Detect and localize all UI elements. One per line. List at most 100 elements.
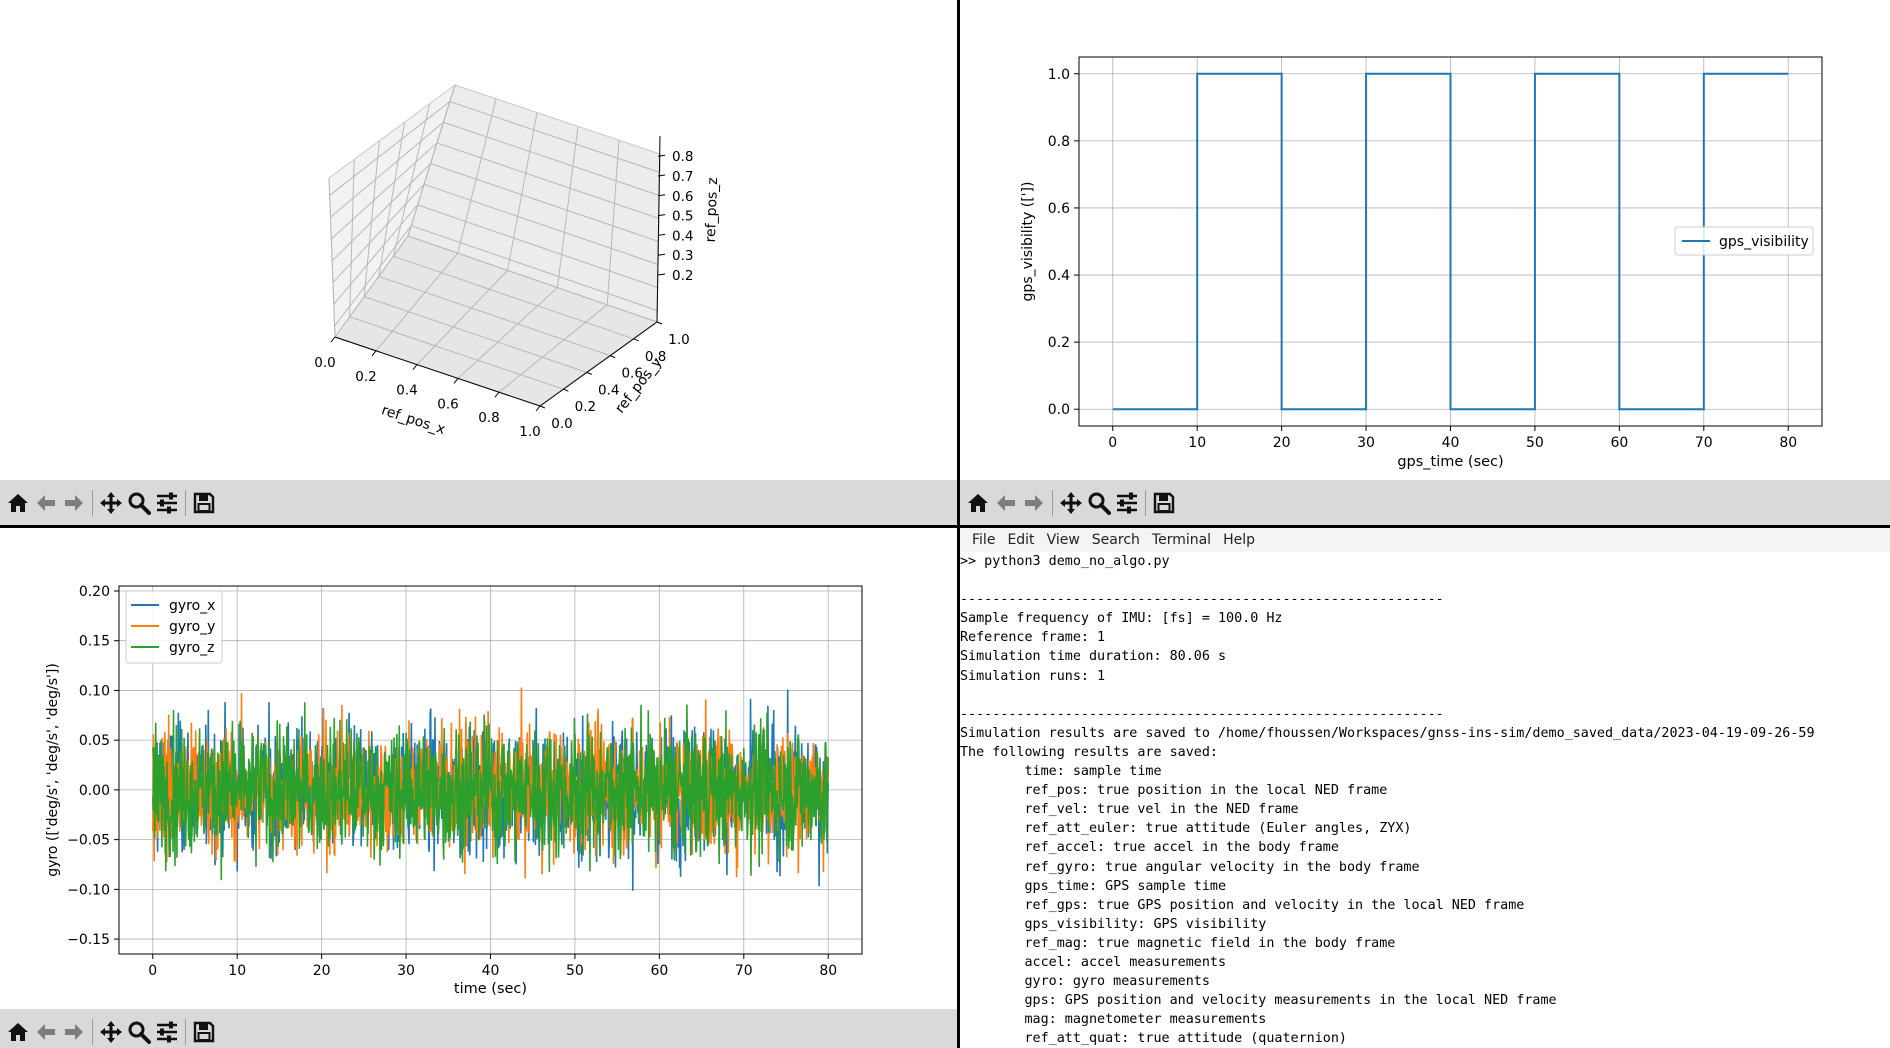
menu-terminal[interactable]: Terminal [1151, 532, 1212, 548]
terminal-line: Reference frame: 1 [960, 630, 1106, 646]
x-tick-label: 0.8 [478, 410, 499, 426]
y-tick-label: 1.0 [668, 332, 689, 348]
y-tick-label: −0.10 [67, 882, 110, 898]
terminal-line: gps_visibility: GPS visibility [960, 916, 1267, 932]
menu-edit[interactable]: Edit [1007, 532, 1035, 548]
z-axis-label: ref_pos_z [703, 177, 721, 243]
x-tick-label: 80 [819, 963, 837, 979]
x-tick-label: 0.2 [355, 369, 376, 385]
y-tick-label: 0.8 [1048, 134, 1070, 150]
terminal-line: Simulation runs: 1 [960, 668, 1106, 684]
chart-gyro[interactable]: 0 10 20 30 40 50 60 70 80 −0.15 −0.10 −0.05 0.00 0.05… [0, 528, 958, 1002]
pan-move-icon[interactable] [1057, 488, 1085, 518]
configure-sliders-icon[interactable] [153, 1017, 181, 1047]
back-arrow-icon[interactable] [32, 488, 60, 518]
terminal-line: >> python3 demo_no_algo.py [960, 554, 1170, 569]
z-tick-label: 0.4 [672, 228, 693, 244]
x-tick-label: 0.0 [314, 355, 335, 371]
series-line-gps_visibility [1112, 72, 1789, 411]
chart-gps-visibility[interactable]: 0 10 20 30 40 50 60 70 80 0.0 0.2 0.4 0.6 0.8 1.0 gps_t… [960, 0, 1890, 480]
save-disk-icon[interactable] [190, 488, 218, 518]
terminal-line: Sample frequency of IMU: [fs] = 100.0 Hz [960, 611, 1283, 627]
plot-3d-axes[interactable]: 0.00.00.20.20.4 0.40.60.60.80.81.01.00.20… [0, 0, 958, 480]
y-tick-label: 0.05 [79, 733, 110, 749]
y-tick-label: 0.4 [1048, 268, 1070, 284]
x-tick-label: 0 [148, 963, 157, 979]
terminal-menubar: File Edit View Search Terminal Help [960, 528, 1890, 552]
zoom-magnifier-icon[interactable] [1085, 488, 1113, 518]
x-axis-label: time (sec) [454, 981, 527, 997]
y-tick-label: 0.0 [551, 416, 572, 432]
terminal-line: ref_vel: true vel in the NED frame [960, 802, 1299, 818]
pan-move-icon[interactable] [97, 488, 125, 518]
z-tick-label: 0.2 [672, 268, 693, 284]
toolbar-separator [1145, 490, 1146, 516]
plot-frame [1078, 56, 1823, 427]
back-arrow-icon[interactable] [32, 1017, 60, 1047]
y-tick-label: −0.15 [67, 932, 110, 948]
z-tick-label: 0.7 [672, 169, 693, 185]
x-tick-label: 20 [313, 963, 331, 979]
menu-file[interactable]: File [972, 532, 996, 548]
y-tick-label: 1.0 [1048, 67, 1070, 83]
zoom-magnifier-icon[interactable] [125, 1017, 153, 1047]
series-line-gyro_z [152, 702, 829, 881]
forward-arrow-icon[interactable] [60, 1017, 88, 1047]
x-tick-label: 80 [1779, 435, 1797, 451]
menu-view[interactable]: View [1046, 532, 1080, 548]
plot-frame [118, 585, 863, 955]
configure-sliders-icon[interactable] [1113, 488, 1141, 518]
save-disk-icon[interactable] [1150, 488, 1178, 518]
home-icon[interactable] [4, 488, 32, 518]
terminal-line: ----------------------------------------… [960, 706, 1444, 722]
toolbar-separator [185, 490, 186, 516]
x-tick-label: 30 [1357, 435, 1375, 451]
horizontal-divider [0, 525, 1890, 528]
y-tick-label: 0.6 [621, 366, 642, 382]
terminal-line: The following results are saved: [960, 744, 1218, 760]
terminal-window: File Edit View Search Terminal Help >> p… [960, 528, 1890, 1048]
y-axis-label: gyro (['deg/s', 'deg/s', 'deg/s']) [45, 663, 61, 877]
forward-arrow-icon[interactable] [60, 488, 88, 518]
y-axis-label: gps_visibility ([']) [1020, 182, 1036, 302]
menu-search[interactable]: Search [1091, 532, 1140, 548]
forward-arrow-icon[interactable] [1020, 488, 1048, 518]
toolbar-separator [1052, 490, 1053, 516]
terminal-line: ref_mag: true magnetic field in the body… [960, 935, 1396, 951]
figure-3d-position: 0.0 0.0 0.2 0.2 0.4 0.4 0.6 0.6 0.8 0.8 1.0 1.0 0.2 0… [0, 0, 958, 526]
save-disk-icon[interactable] [190, 1017, 218, 1047]
y-tick-label: 0.2 [1048, 335, 1070, 351]
terminal-line: ref_pos: true position in the local NED … [960, 783, 1388, 799]
y-tick-label: 0.4 [598, 382, 619, 398]
pan-move-icon[interactable] [97, 1017, 125, 1047]
navigation-toolbar [960, 480, 1890, 526]
x-tick-label: 40 [482, 963, 500, 979]
terminal-line: gyro: gyro measurements [960, 974, 1210, 990]
vertical-divider [957, 0, 960, 1048]
terminal-line: time: sample time [960, 764, 1162, 780]
terminal-line [960, 686, 1890, 705]
z-tick-label: 0.5 [672, 209, 693, 225]
home-icon[interactable] [4, 1017, 32, 1047]
home-icon[interactable] [964, 488, 992, 518]
terminal-line: gps_time: GPS sample time [960, 878, 1227, 894]
terminal-line: accel: accel measurements [960, 954, 1227, 970]
z-tick-label: 0.6 [672, 189, 693, 205]
legend-label: gps_visibility [1719, 234, 1809, 250]
back-arrow-icon[interactable] [992, 488, 1020, 518]
terminal-line [960, 571, 1890, 590]
legend-label: gyro_z [169, 640, 215, 656]
x-tick-label: 1.0 [519, 424, 540, 440]
y-tick-label: 0.10 [79, 683, 110, 699]
legend: gyro_x gyro_y gyro_z [125, 590, 223, 664]
legend-label: gyro_y [169, 619, 215, 635]
y-tick-label: 0.6 [1048, 201, 1070, 217]
zoom-magnifier-icon[interactable] [125, 488, 153, 518]
navigation-toolbar [0, 1009, 958, 1048]
z-tick-label: 0.3 [672, 248, 693, 264]
x-tick-label: 50 [566, 963, 584, 979]
configure-sliders-icon[interactable] [153, 488, 181, 518]
menu-help[interactable]: Help [1223, 532, 1255, 548]
terminal-output[interactable]: >> python3 demo_no_algo.py --------------… [960, 552, 1890, 1048]
x-tick-label: 10 [1188, 435, 1206, 451]
